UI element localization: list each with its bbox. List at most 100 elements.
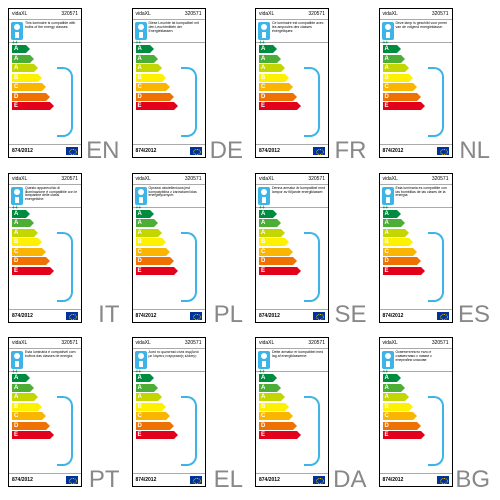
energy-bar: A	[383, 219, 401, 227]
energy-bar: D	[259, 93, 293, 101]
model-text: 320571	[185, 176, 202, 182]
energy-class-letter: E	[138, 102, 142, 110]
energy-class-letter: D	[138, 257, 142, 265]
energy-class-letter: D	[138, 93, 142, 101]
language-code: EL	[214, 466, 243, 494]
label-header: vidaXL320571	[380, 9, 452, 20]
energy-bar: C	[136, 412, 166, 420]
regulation-text: 874/2012	[259, 148, 280, 154]
regulation-text: 874/2012	[12, 313, 33, 319]
energy-bar: A	[12, 219, 30, 227]
energy-bar: A	[136, 229, 158, 237]
description-text: Denna armatur är kompatibel med lampor a…	[272, 187, 326, 195]
energy-bar: A	[12, 210, 26, 218]
info-row: Ce luminaire est compatible avec les amp…	[256, 20, 328, 43]
info-row: Esta luminaria es compatible con las bom…	[380, 185, 452, 208]
energy-bar: E	[136, 431, 174, 439]
brand-text: vidaXL	[136, 176, 151, 182]
energy-class-letter: B	[138, 238, 142, 246]
energy-bar: B	[383, 403, 409, 411]
energy-class-letter: A	[261, 210, 265, 218]
model-text: 320571	[185, 340, 202, 346]
energy-class-letter: A	[14, 229, 18, 237]
energy-class-letter: A	[138, 64, 142, 72]
energy-class-letter: C	[261, 412, 265, 420]
energy-bar: A	[136, 64, 158, 72]
energy-class-letter: A	[14, 219, 18, 227]
energy-bar: B	[12, 238, 38, 246]
energy-class-letter: C	[138, 412, 142, 420]
info-row: Denna armatur är kompatibel med lampor a…	[256, 185, 328, 208]
energy-bar: A	[259, 384, 277, 392]
energy-class-letter: C	[138, 248, 142, 256]
energy-class-letter: D	[385, 422, 389, 430]
energy-bar: B	[12, 403, 38, 411]
language-code: EN	[86, 137, 119, 165]
lamp-icon	[382, 187, 394, 205]
label-header: vidaXL320571	[9, 9, 81, 20]
brand-text: vidaXL	[259, 176, 274, 182]
energy-bar: A	[136, 210, 150, 218]
energy-bar: D	[12, 422, 46, 430]
eu-flag-icon	[313, 476, 325, 484]
info-row: Diese Leuchte ist kompatibel mit den Leu…	[133, 20, 205, 43]
label-footer: 874/2012	[133, 473, 205, 486]
lamp-icon	[382, 351, 394, 369]
energy-class-letter: A	[14, 45, 18, 53]
energy-bar: D	[136, 422, 170, 430]
energy-bars: ++AAABCDE	[9, 372, 81, 443]
energy-class-letter: A	[261, 45, 265, 53]
label-header: vidaXL 320571	[133, 174, 205, 185]
energy-class-letter: A	[261, 374, 265, 382]
energy-class-letter: C	[14, 412, 18, 420]
energy-class-letter: E	[385, 102, 389, 110]
lamp-icon	[135, 187, 147, 205]
energy-class-letter: E	[138, 431, 142, 439]
model-text: 320571	[308, 11, 325, 17]
energy-bar: A	[136, 384, 154, 392]
language-code: BG	[455, 466, 490, 494]
info-row: Deze lamp is geschikt voor peren van de …	[380, 20, 452, 43]
energy-class-letter: E	[14, 431, 18, 439]
brand-text: vidaXL	[259, 11, 274, 17]
energy-label: vidaXL320571Diese Leuchte ist kompatibel…	[132, 8, 206, 158]
energy-class-letter: A	[138, 374, 142, 382]
label-footer: 874/2012	[9, 473, 81, 486]
energy-label-cell: vidaXL320571Deze lamp is geschikt voor p…	[375, 4, 497, 167]
energy-label-cell: vidaXL320571Diese Leuchte ist kompatibel…	[128, 4, 250, 167]
energy-label: vidaXL320571Questo apparecchio di illumi…	[8, 173, 82, 323]
description-text: Esta luminária é compatível com bulbos d…	[25, 351, 79, 359]
energy-bars: ++AAABCDE	[133, 208, 205, 279]
brand-text: vidaXL	[383, 176, 398, 182]
energy-label-cell: vidaXL320571Esta luminaria es compatible…	[375, 169, 497, 332]
label-header: vidaXL320571	[9, 338, 81, 349]
energy-bar: C	[12, 83, 42, 91]
model-text: 320571	[432, 340, 449, 346]
energy-class-letter: A	[138, 229, 142, 237]
energy-class-letter: D	[261, 257, 265, 265]
energy-class-letter: A	[14, 393, 18, 401]
energy-bar: D	[12, 93, 46, 101]
energy-class-letter: A	[138, 55, 142, 63]
language-code: NL	[459, 137, 490, 165]
energy-bar: C	[383, 248, 413, 256]
energy-label: vidaXL320571Αυτό το φωτιστικό είναι συμβ…	[132, 337, 206, 487]
regulation-text: 874/2012	[136, 313, 157, 319]
energy-class-letter: A	[14, 55, 18, 63]
energy-label-cell: vidaXL 320571 Ce luminaire est compatible …	[251, 4, 373, 167]
energy-class-letter: A	[261, 393, 265, 401]
brand-text: vidaXL	[12, 176, 27, 182]
description-text: Αυτό το φωτιστικό είναι συμβατό με λάμπε…	[149, 351, 203, 359]
label-header: vidaXL 320571	[256, 9, 328, 20]
energy-class-letter: E	[14, 102, 18, 110]
energy-bar: E	[12, 267, 50, 275]
energy-bar: A	[12, 393, 34, 401]
energy-bar: C	[136, 83, 166, 91]
brand-text: vidaXL	[383, 340, 398, 346]
energy-label: vidaXL320571 Esta luminária é compatível …	[8, 337, 82, 487]
energy-class-letter: A	[138, 210, 142, 218]
energy-bar: A	[136, 219, 154, 227]
lamp-icon	[11, 187, 23, 205]
energy-bar: D	[383, 93, 417, 101]
energy-bar: C	[136, 248, 166, 256]
